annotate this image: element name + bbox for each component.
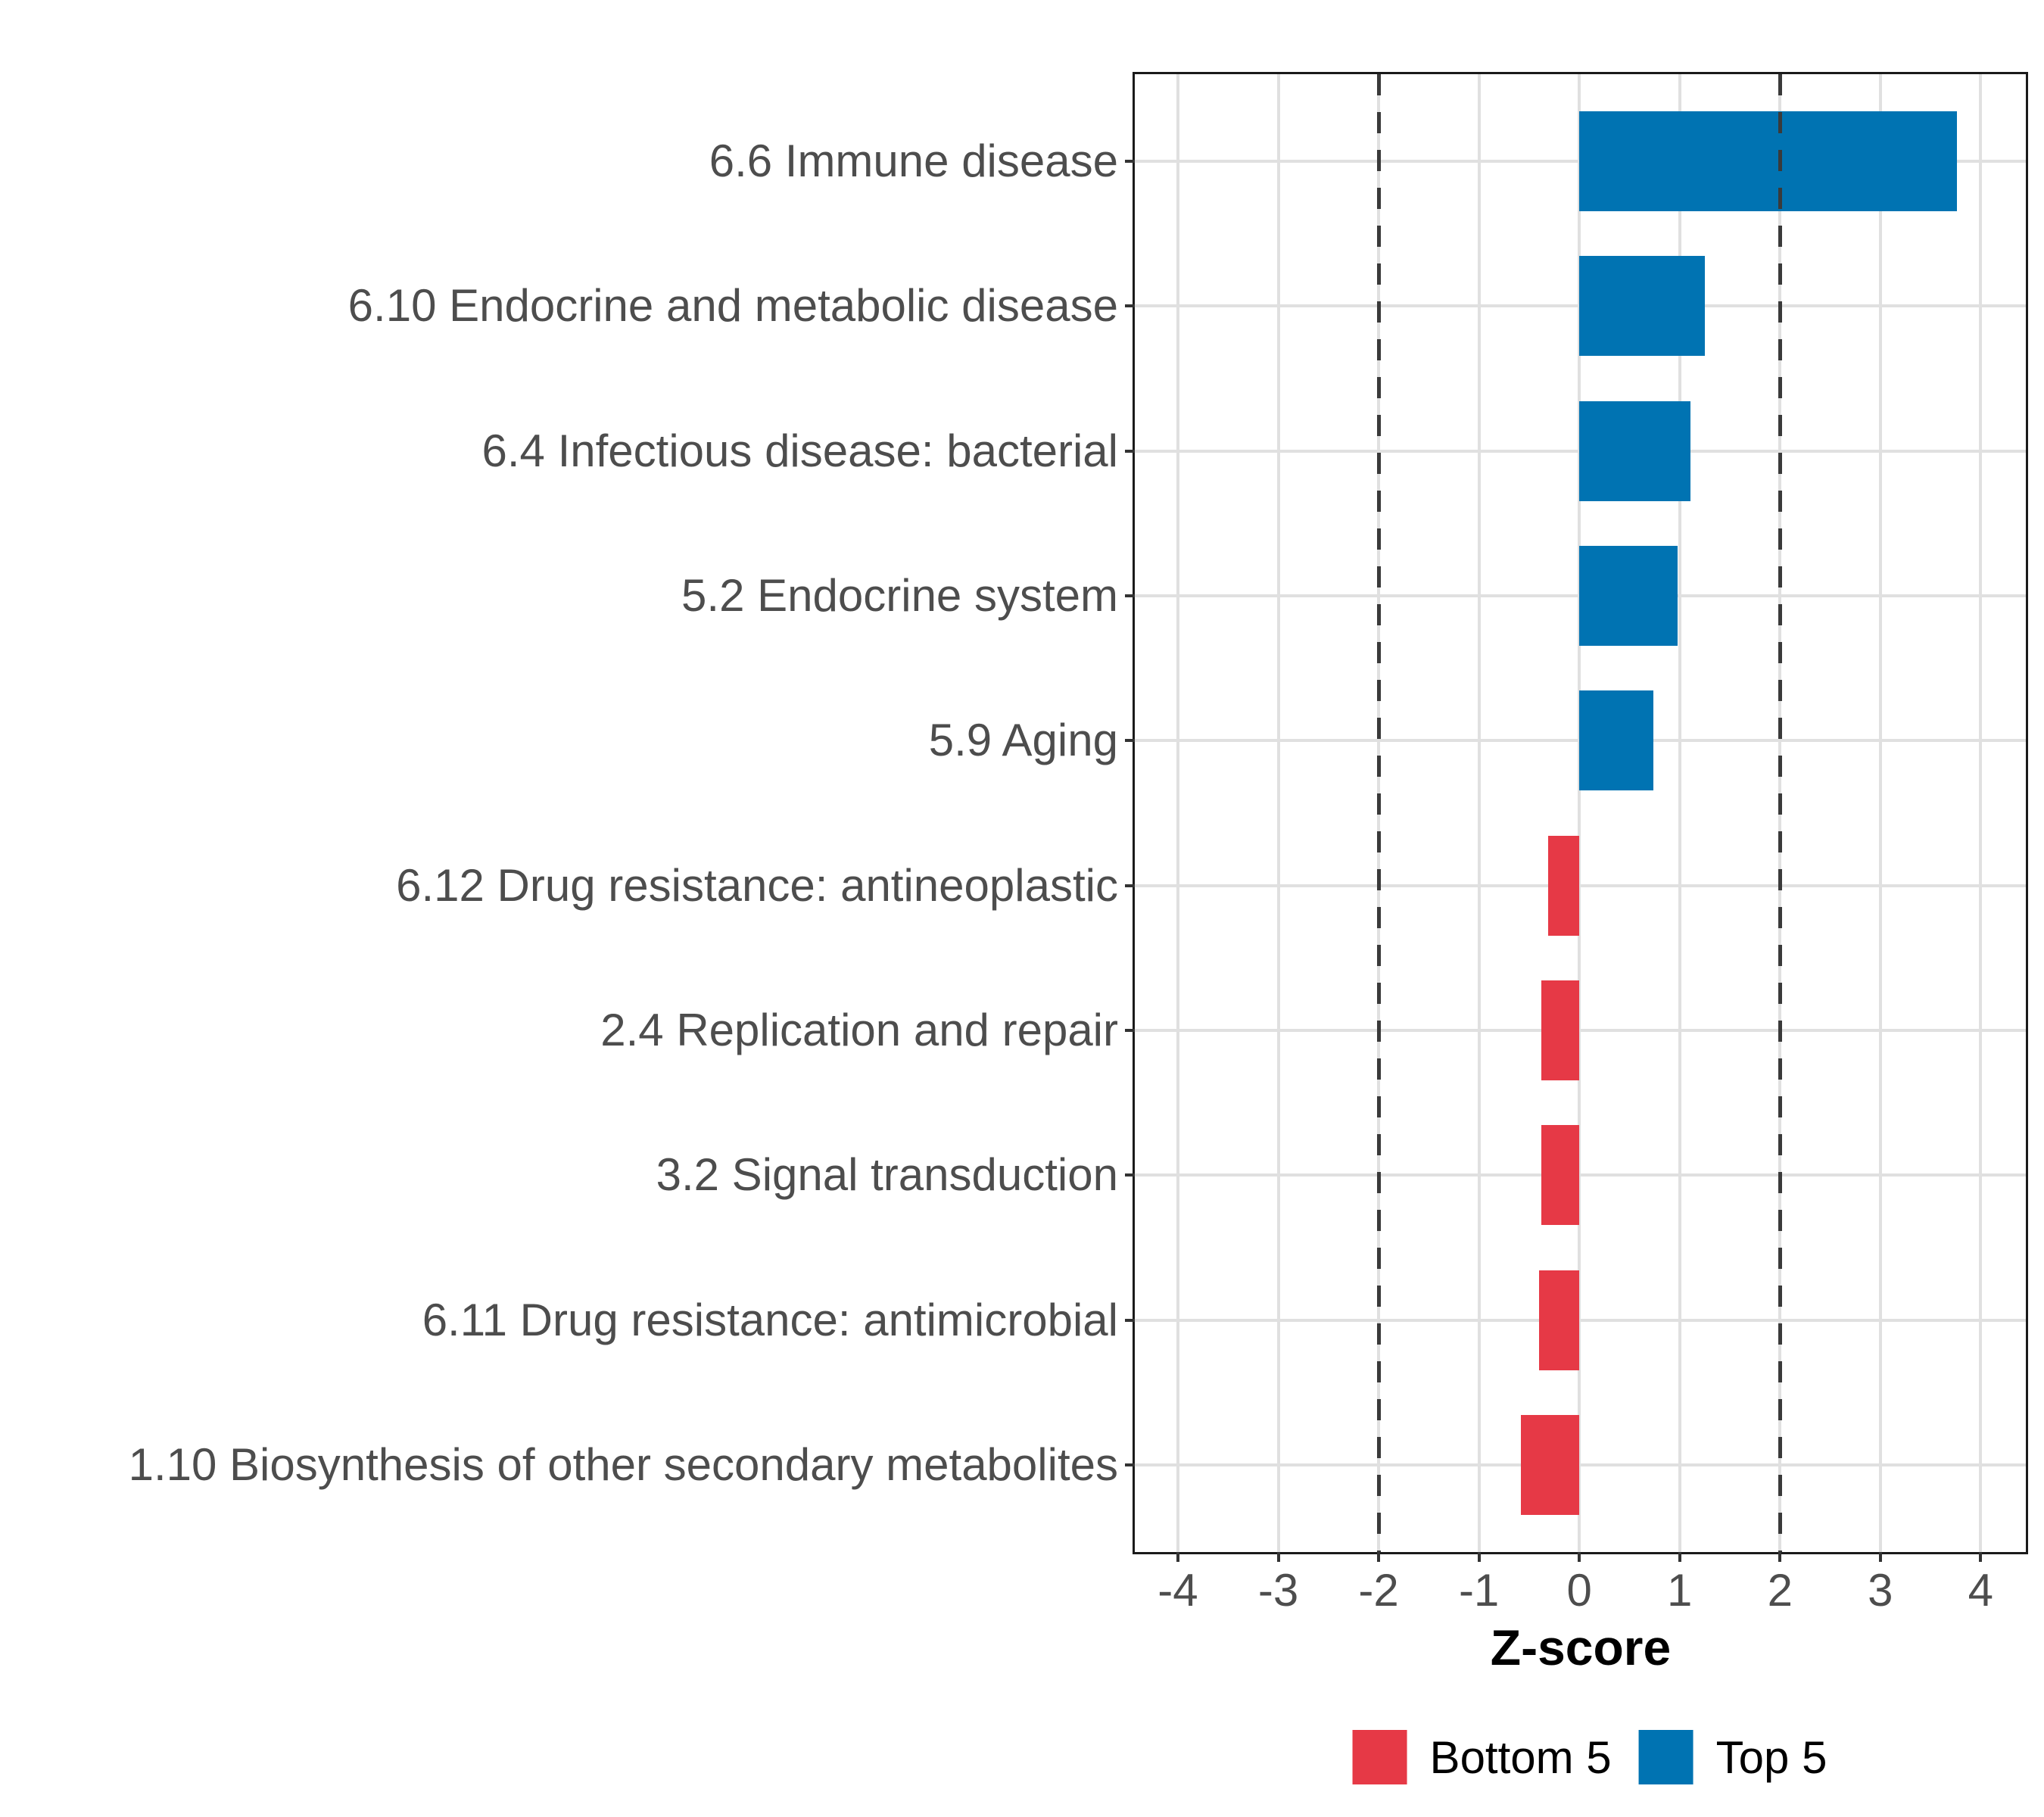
- category-label: 6.10 Endocrine and metabolic disease: [347, 280, 1118, 332]
- x-axis-tick: [1276, 1552, 1280, 1562]
- x-tick-label: -4: [1158, 1565, 1198, 1616]
- legend-entry: Bottom 5: [1352, 1730, 1612, 1784]
- category-label: 2.4 Replication and repair: [600, 1005, 1118, 1056]
- y-axis-tick: [1125, 1173, 1135, 1177]
- bar: [1539, 1270, 1580, 1370]
- bar: [1579, 400, 1691, 501]
- bar: [1579, 545, 1678, 646]
- vertical-gridline: [1176, 74, 1179, 1552]
- legend-entry: Top 5: [1638, 1730, 1827, 1784]
- reference-line: [1376, 74, 1381, 1552]
- bar: [1579, 111, 1957, 211]
- bar: [1541, 980, 1580, 1081]
- category-label: 6.12 Drug resistance: antineoplastic: [396, 859, 1118, 911]
- legend-swatch: [1352, 1730, 1407, 1784]
- category-label: 3.2 Signal transduction: [656, 1149, 1118, 1201]
- vertical-gridline: [1477, 74, 1481, 1552]
- y-axis-tick: [1125, 1463, 1135, 1467]
- x-tick-label: 4: [1968, 1565, 1994, 1616]
- horizontal-gridline: [1135, 1318, 2026, 1322]
- vertical-gridline: [1276, 74, 1280, 1552]
- x-tick-label: -2: [1358, 1565, 1399, 1616]
- x-tick-label: 0: [1566, 1565, 1592, 1616]
- x-tick-label: 2: [1767, 1565, 1793, 1616]
- x-tick-label: -3: [1257, 1565, 1299, 1616]
- legend-label: Bottom 5: [1429, 1731, 1612, 1783]
- bar: [1579, 690, 1654, 791]
- x-tick-label: -1: [1458, 1565, 1500, 1616]
- y-axis-tick: [1125, 1318, 1135, 1322]
- legend: Bottom 5 Top 5: [1352, 1730, 1827, 1784]
- category-label: 6.4 Infectious disease: bacterial: [481, 425, 1119, 476]
- y-axis-tick: [1125, 304, 1135, 308]
- y-axis-tick: [1125, 159, 1135, 163]
- x-axis-title: Z-score: [1490, 1619, 1672, 1675]
- horizontal-gridline: [1135, 1463, 2026, 1467]
- legend-label: Top 5: [1715, 1731, 1827, 1783]
- horizontal-gridline: [1135, 884, 2026, 887]
- category-label: 5.2 Endocrine system: [681, 569, 1118, 621]
- x-tick-label: 3: [1868, 1565, 1893, 1616]
- bar: [1541, 1125, 1580, 1226]
- x-axis-tick: [1176, 1552, 1179, 1562]
- reference-line: [1778, 74, 1782, 1552]
- vertical-gridline: [1578, 74, 1581, 1552]
- y-axis-tick: [1125, 449, 1135, 453]
- horizontal-gridline: [1135, 1029, 2026, 1033]
- vertical-gridline: [1979, 74, 1983, 1552]
- bar: [1579, 256, 1705, 357]
- x-axis-tick: [1477, 1552, 1481, 1562]
- x-axis-tick: [1878, 1552, 1882, 1562]
- category-label: 1.10 Biosynthesis of other secondary met…: [128, 1439, 1118, 1491]
- y-axis-tick: [1125, 594, 1135, 597]
- category-label: 5.9 Aging: [928, 715, 1118, 766]
- legend-swatch: [1638, 1730, 1693, 1784]
- x-axis-tick: [1979, 1552, 1983, 1562]
- y-axis-tick: [1125, 1029, 1135, 1033]
- bar: [1548, 835, 1580, 936]
- y-axis-tick: [1125, 739, 1135, 743]
- vertical-gridline: [1878, 74, 1882, 1552]
- x-axis-tick: [1377, 1552, 1381, 1562]
- x-axis-tick: [1778, 1552, 1782, 1562]
- x-axis-tick: [1578, 1552, 1581, 1562]
- vertical-gridline: [1678, 74, 1681, 1552]
- y-axis-tick: [1125, 884, 1135, 887]
- horizontal-gridline: [1135, 1173, 2026, 1177]
- x-axis-tick: [1678, 1552, 1681, 1562]
- category-label: 6.11 Drug resistance: antimicrobial: [422, 1294, 1118, 1345]
- bar: [1521, 1415, 1580, 1516]
- category-label: 6.6 Immune disease: [709, 135, 1118, 186]
- x-tick-label: 1: [1667, 1565, 1693, 1616]
